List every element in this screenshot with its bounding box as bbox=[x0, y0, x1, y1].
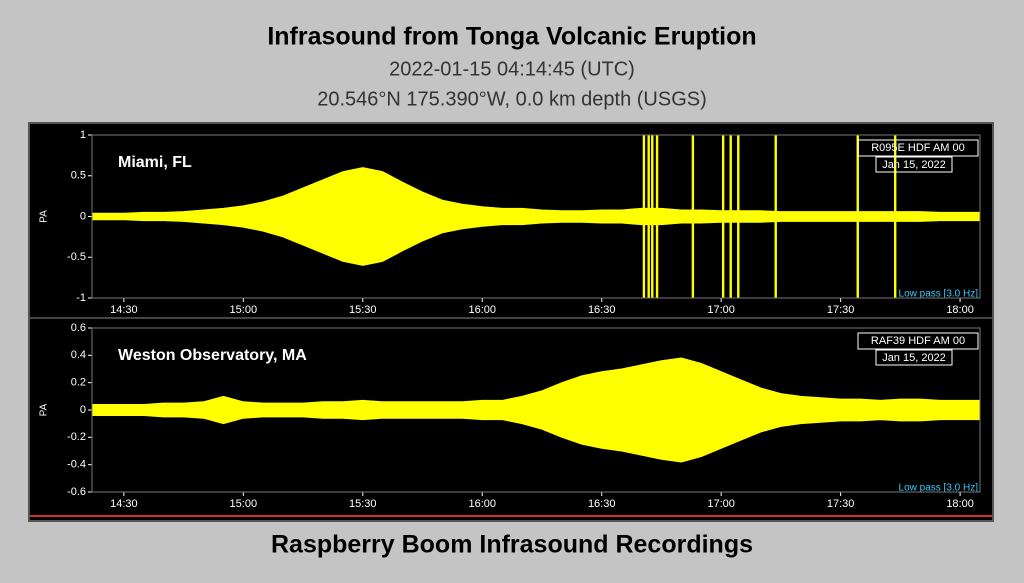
x-tick-label: 15:00 bbox=[230, 498, 258, 510]
y-tick-label: -0.5 bbox=[67, 251, 86, 263]
y-tick-label: 0 bbox=[80, 404, 86, 416]
y-tick-label: -0.6 bbox=[67, 486, 86, 498]
stamp: RAF39 HDF AM 00 bbox=[871, 335, 965, 347]
spike bbox=[721, 135, 725, 298]
station-label: Weston Observatory, MA bbox=[118, 347, 307, 364]
y-tick-label: 0.6 bbox=[71, 322, 86, 334]
subtitle: 2022-01-15 04:14:45 (UTC) bbox=[389, 58, 635, 80]
y-tick-label: -0.2 bbox=[67, 431, 86, 443]
filter-note: Low pass [3.0 Hz] bbox=[899, 483, 979, 494]
spike bbox=[729, 135, 732, 298]
envelope-lower bbox=[91, 409, 981, 463]
stamp-box bbox=[857, 332, 979, 350]
x-tick-label: 15:30 bbox=[349, 498, 377, 510]
x-tick-label: 18:00 bbox=[946, 498, 974, 510]
spike bbox=[642, 135, 646, 298]
x-tick-label: 16:30 bbox=[588, 498, 616, 510]
footer: Raspberry Boom Infrasound Recordings bbox=[271, 531, 753, 559]
x-tick-label: 15:00 bbox=[230, 304, 258, 316]
envelope-lower bbox=[91, 216, 981, 266]
plot-border bbox=[91, 134, 981, 299]
y-tick-label: 0 bbox=[80, 210, 86, 222]
x-tick-label: 16:00 bbox=[468, 304, 496, 316]
y-axis-label: PA bbox=[39, 403, 50, 416]
plot-frame bbox=[28, 122, 994, 522]
x-tick-label: 15:30 bbox=[349, 304, 377, 316]
x-tick-label: 17:30 bbox=[827, 498, 855, 510]
title: Infrasound from Tonga Volcanic Eruption bbox=[267, 23, 756, 51]
y-axis-label: PA bbox=[39, 210, 50, 223]
filter-note: Low pass [3.0 Hz] bbox=[899, 289, 979, 300]
spike bbox=[737, 135, 740, 298]
stamp-box bbox=[875, 156, 953, 173]
x-tick-label: 18:00 bbox=[946, 304, 974, 316]
spike bbox=[647, 135, 650, 298]
plot-border bbox=[91, 327, 981, 493]
y-tick-label: 0.5 bbox=[71, 170, 86, 182]
envelope-upper bbox=[91, 167, 981, 217]
spike bbox=[893, 135, 897, 298]
y-tick-label: 0.4 bbox=[71, 349, 86, 361]
y-tick-label: 0.2 bbox=[71, 377, 86, 389]
stamp: Jan 15, 2022 bbox=[882, 159, 946, 171]
y-tick-label: -1 bbox=[76, 292, 86, 304]
subtitle: 20.546°N 175.390°W, 0.0 km depth (USGS) bbox=[317, 88, 707, 110]
x-tick-label: 17:30 bbox=[827, 304, 855, 316]
x-tick-label: 14:30 bbox=[110, 304, 138, 316]
stamp-box bbox=[857, 139, 979, 157]
spike bbox=[856, 135, 859, 298]
x-tick-label: 16:00 bbox=[468, 498, 496, 510]
y-tick-label: -0.4 bbox=[67, 459, 86, 471]
y-tick-label: 1 bbox=[80, 129, 86, 141]
stamp: Jan 15, 2022 bbox=[882, 352, 946, 364]
spike bbox=[774, 135, 777, 298]
envelope-upper bbox=[91, 357, 981, 411]
spike bbox=[691, 135, 695, 298]
stamp: R095E HDF AM 00 bbox=[871, 142, 965, 154]
spike bbox=[655, 135, 659, 298]
stamp-box bbox=[875, 349, 953, 366]
x-tick-label: 17:00 bbox=[707, 498, 735, 510]
x-tick-label: 16:30 bbox=[588, 304, 616, 316]
x-tick-label: 17:00 bbox=[707, 304, 735, 316]
spike bbox=[651, 135, 654, 298]
station-label: Miami, FL bbox=[118, 154, 192, 171]
x-tick-label: 14:30 bbox=[110, 498, 138, 510]
